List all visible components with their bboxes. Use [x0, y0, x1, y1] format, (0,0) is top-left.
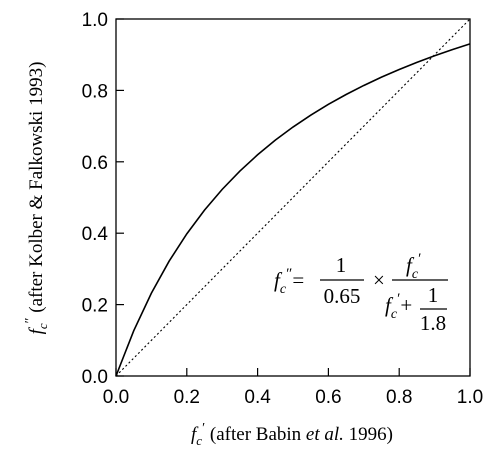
eq-lhs-symbol: f: [274, 268, 283, 292]
x-axis-label: fc′ (after Babin et al. 1996): [191, 421, 393, 448]
eq-plus: +: [400, 293, 412, 317]
eq-equals: =: [292, 268, 304, 292]
eq-coef-numerator: 1: [336, 253, 347, 277]
eq-inner-denominator: 1.8: [420, 311, 446, 335]
y-tick-label: 0.6: [82, 153, 108, 174]
eq-frac-den-prime: ′: [397, 291, 400, 307]
plot-frame: [115, 18, 471, 377]
x-tick-label: 0.2: [174, 387, 200, 408]
x-tick-label: 0.0: [103, 387, 129, 408]
y-tick-label: 0.4: [82, 224, 109, 245]
eq-frac-num-subscript: c: [412, 267, 419, 282]
equation-annotation: fc″= 1 0.65 × fc′ fc′+ 1 1.8: [274, 251, 448, 335]
x-axis-ticks: 0.0 0.2 0.4 0.6 0.8 1.0: [103, 368, 483, 408]
eq-frac-den-subscript: c: [391, 307, 398, 322]
x-tick-label: 0.8: [386, 387, 412, 408]
svg-text:fc″=: fc″=: [274, 266, 304, 297]
y-tick-label: 0.8: [82, 81, 108, 102]
svg-text:fc′: fc′: [406, 251, 421, 282]
x-tick-label: 0.6: [315, 387, 341, 408]
eq-frac-den-symbol: f: [385, 293, 394, 317]
curve-line-solid: [115, 43, 471, 377]
x-tick-label: 0.4: [244, 387, 271, 408]
eq-inner-numerator: 1: [428, 283, 439, 307]
eq-lhs-prime: ″: [286, 266, 292, 282]
eq-lhs-subscript: c: [280, 282, 287, 297]
eq-frac-num-symbol: f: [406, 253, 415, 277]
eq-coef-denominator: 0.65: [324, 284, 361, 308]
svg-text:fc′+: fc′+: [385, 291, 412, 322]
y-tick-label: 0.0: [82, 367, 108, 388]
series-layer: [115, 18, 471, 377]
y-axis-label: fc″ (after Kolber & Falkowski 1993): [23, 62, 50, 335]
y-tick-label: 1.0: [82, 10, 108, 31]
eq-frac-num-prime: ′: [418, 251, 421, 267]
x-tick-label: 1.0: [457, 387, 483, 408]
y-axis-ticks: 0.0 0.2 0.4 0.6 0.8 1.0: [82, 10, 124, 388]
reference-line-dotted: [115, 18, 471, 377]
eq-times: ×: [373, 268, 385, 292]
y-tick-label: 0.2: [82, 296, 108, 317]
